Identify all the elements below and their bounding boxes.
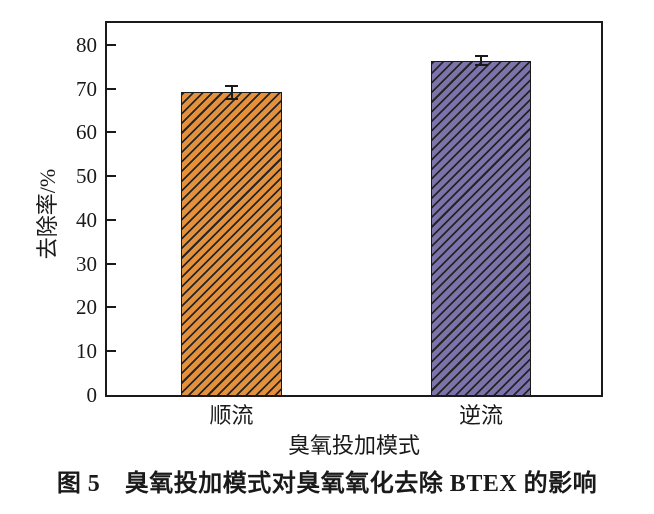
y-tick-label-70: 70 [76,76,97,101]
y-tick-label-10: 10 [76,339,97,364]
y-tick-20 [107,306,116,309]
y-tick-label-60: 60 [76,120,97,145]
figure-caption: 图 5 臭氧投加模式对臭氧氧化去除 BTEX 的影响 [56,471,598,497]
y-tick-label-0: 0 [86,383,98,407]
y-tick-80 [107,43,116,46]
bar-2-逆流 [431,60,531,395]
x-category-label-2: 逆流 [458,403,503,428]
error-bar-cap-1-top [225,84,238,87]
y-tick-label-50: 50 [76,164,97,189]
y-tick-10 [107,350,116,353]
y-tick-40 [107,218,116,221]
error-bar-line-1 [230,85,233,99]
x-axis-title: 臭氧投加模式 [287,433,420,458]
x-category-label-1: 顺流 [209,403,254,428]
y-tick-label-30: 30 [76,251,97,276]
y-tick-60 [107,131,116,134]
error-bar-cap-1-bottom [225,97,238,100]
y-tick-50 [107,175,116,178]
y-tick-30 [107,262,116,265]
error-bar-cap-2-bottom [474,64,488,66]
bar-1-顺流 [181,92,282,395]
y-tick-70 [107,87,116,90]
y-tick-label-20: 20 [76,295,97,320]
y-tick-label-80: 80 [76,32,97,57]
y-tick-label-40: 40 [76,207,97,232]
error-bar-cap-2-top [474,55,488,58]
plot-area [105,21,603,397]
error-bar-line-2 [480,56,482,65]
